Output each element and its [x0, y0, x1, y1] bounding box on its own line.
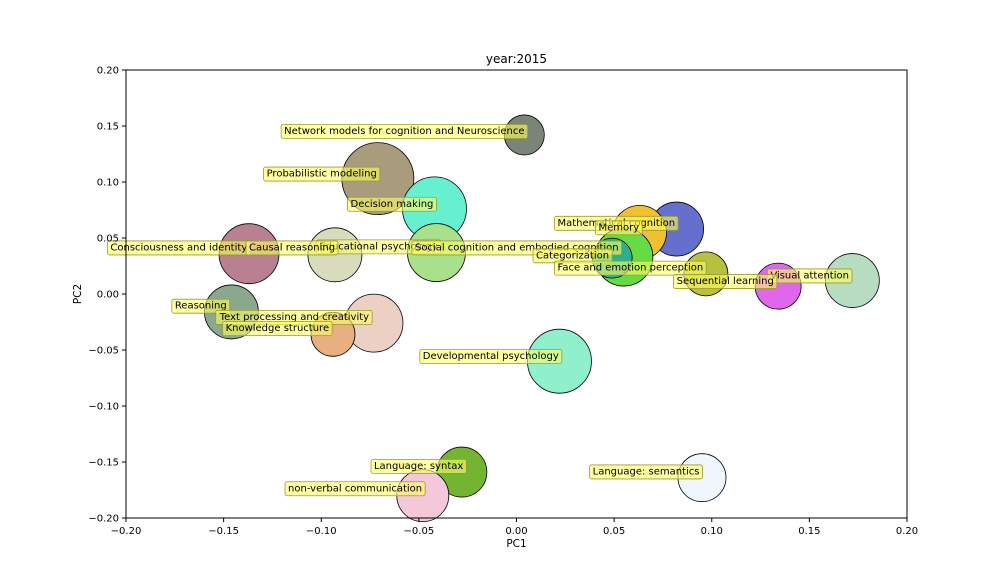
- y-tick-label: −0.05: [88, 346, 119, 357]
- point-label-text: Social cognition and embodied cognition: [415, 242, 619, 253]
- point-label-text: Reasoning: [175, 301, 227, 312]
- point-label-text: Visual attention: [770, 270, 849, 281]
- y-tick-label: 0.05: [97, 234, 119, 245]
- point-label: Categorization: [532, 248, 613, 264]
- point-label-text: Knowledge structure: [226, 323, 330, 334]
- point-label-text: Causal reasoning: [249, 242, 335, 253]
- point-label: Decision making: [347, 196, 437, 212]
- point-label: Consciousness and identity: [106, 240, 251, 256]
- point-label: Language: syntax: [370, 458, 467, 474]
- x-axis-label: PC1: [506, 538, 526, 550]
- x-tick-label: 0.20: [896, 526, 918, 537]
- y-axis: 0.20 0.15 0.10 0.05 0.00 −0.05 −0.10 −0.15 −0.20: [88, 66, 126, 525]
- y-tick-label: 0.15: [97, 122, 119, 133]
- x-tick-label: 0.10: [701, 526, 723, 537]
- point-label-text: Decision making: [351, 199, 434, 210]
- point-label-text: Text processing and creativity: [219, 312, 369, 323]
- point-label: Network models for cognition and Neurosc…: [280, 124, 528, 139]
- point-label-text: Language: semantics: [593, 466, 700, 477]
- chart-title: year:2015: [486, 52, 547, 66]
- point-label: non-verbal communication: [284, 481, 426, 497]
- point-label: Face and emotion perception: [554, 260, 707, 276]
- x-tick-label: 0.15: [798, 526, 820, 537]
- point-label-text: non-verbal communication: [288, 483, 422, 494]
- point-label: Language: semantics: [589, 464, 703, 480]
- y-tick-label: 0.20: [97, 66, 119, 77]
- point-label-text: Network models for cognition and Neurosc…: [284, 126, 524, 137]
- y-tick-label: 0.10: [97, 178, 119, 189]
- point-label-text: Educational psychology: [319, 241, 438, 252]
- y-axis-label: PC2: [72, 284, 84, 304]
- x-axis: −0.20 −0.15 −0.10 −0.05 0.00 0.05 0.10 0.15 0.20: [111, 518, 918, 537]
- y-tick-label: −0.10: [88, 402, 119, 413]
- point-label-text: Probabilistic modeling: [267, 169, 377, 180]
- point-label: Developmental psychology: [419, 349, 563, 365]
- point-label-text: Language: syntax: [374, 461, 463, 472]
- point-label: Causal reasoning: [245, 240, 339, 256]
- point-label: Sequential learning: [673, 274, 778, 289]
- x-tick-label: −0.15: [208, 526, 239, 537]
- x-tick-label: 0.05: [603, 526, 625, 537]
- point-label-text: Face and emotion perception: [558, 263, 704, 274]
- point-label: Visual attention: [766, 268, 853, 284]
- x-tick-label: −0.10: [306, 526, 337, 537]
- y-tick-label: −0.15: [88, 458, 119, 469]
- y-tick-label: 0.00: [97, 290, 119, 301]
- point-label-text: Consciousness and identity: [110, 242, 247, 253]
- point-label: Reasoning: [171, 298, 231, 314]
- x-tick-label: −0.20: [111, 526, 142, 537]
- point-label-text: Memory: [599, 222, 640, 233]
- y-tick-label: −0.20: [88, 514, 119, 525]
- point-label-text: Sequential learning: [677, 276, 774, 287]
- label-layer: Network models for cognition and Neurosc…: [106, 124, 853, 497]
- point-label: Knowledge structure: [222, 321, 333, 337]
- x-tick-label: −0.05: [404, 526, 435, 537]
- point-label: Memory: [595, 220, 643, 236]
- x-tick-label: 0.00: [505, 526, 527, 537]
- point-label-text: Developmental psychology: [423, 351, 559, 362]
- point-label: Probabilistic modeling: [263, 166, 381, 182]
- point-label-text: Categorization: [536, 250, 609, 261]
